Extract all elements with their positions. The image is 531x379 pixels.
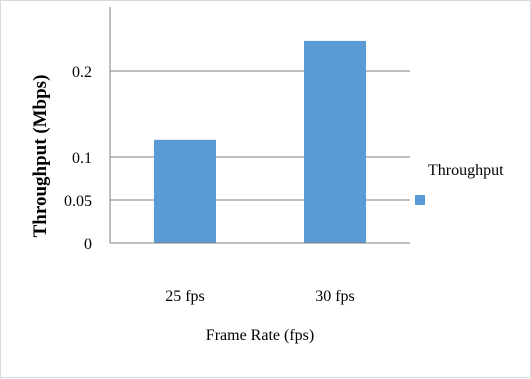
legend-label: Throughput: [428, 162, 504, 179]
x-axis-title: Frame Rate (fps): [206, 327, 314, 344]
bars: [154, 40, 366, 244]
legend-swatch: [415, 195, 425, 205]
y-tick-label: 0.2: [72, 64, 92, 81]
bar: [304, 40, 366, 244]
x-tick-labels: 25 fps 30 fps: [165, 288, 355, 305]
y-axis-title: Throughput (Mbps): [30, 75, 51, 238]
x-tick-label: 25 fps: [165, 288, 205, 305]
legend: Throughput: [415, 162, 504, 205]
y-tick-labels: 0 0.05 0.1 0.2: [64, 64, 92, 253]
y-tick-label: 0.05: [64, 193, 92, 210]
x-tick-label: 30 fps: [315, 288, 355, 305]
y-tick-label: 0.1: [72, 150, 92, 167]
y-tick-label: 0: [84, 236, 92, 253]
bar: [154, 139, 216, 243]
